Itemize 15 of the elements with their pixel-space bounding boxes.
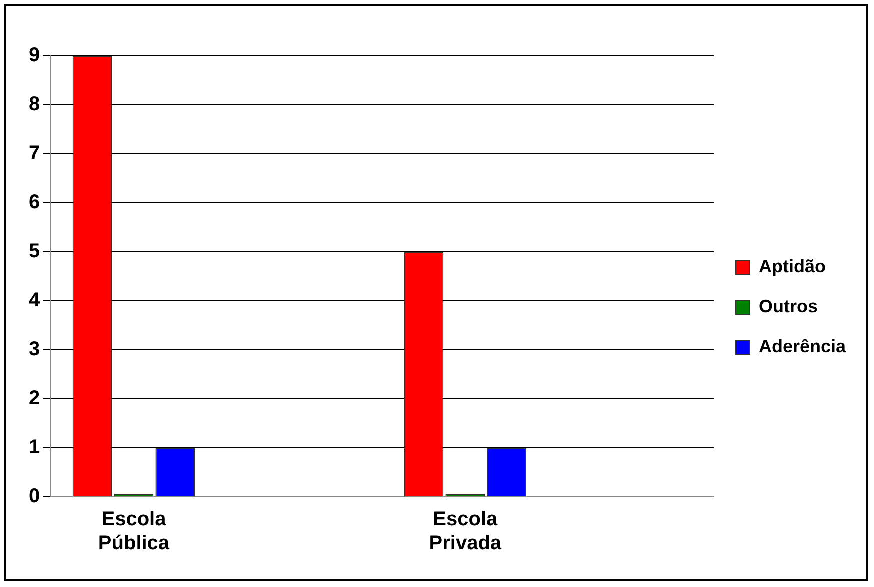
y-tick-label: 4 bbox=[29, 290, 41, 312]
y-tick-label: 0 bbox=[29, 486, 40, 508]
y-tick-label: 9 bbox=[29, 44, 40, 67]
y-tick-label: 7 bbox=[29, 142, 40, 165]
y-tick-label: 8 bbox=[29, 94, 40, 116]
y-tick-label: 3 bbox=[29, 338, 40, 361]
y-tick-label: 1 bbox=[29, 436, 40, 459]
y-tick-label: 5 bbox=[29, 240, 40, 263]
y-tick-label: 6 bbox=[29, 192, 40, 214]
legend-label: Aptidão bbox=[758, 256, 826, 276]
x-tick-label: Escola Privada bbox=[429, 508, 502, 555]
legend-label: Outros bbox=[758, 296, 818, 316]
legend-label: Aderência bbox=[758, 336, 847, 356]
x-tick-label: Escola Pública bbox=[98, 508, 170, 555]
y-tick-label: 2 bbox=[29, 388, 40, 410]
